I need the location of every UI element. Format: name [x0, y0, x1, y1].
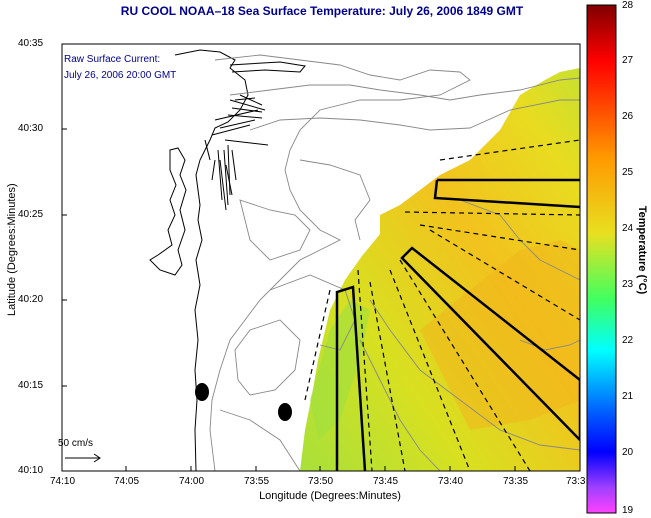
x-tick-label: 73:35	[503, 476, 529, 487]
colorbar-tick-label: 23	[622, 279, 634, 290]
y-tick-label: 40:30	[18, 123, 44, 134]
y-axis-label: Latitude (Degrees:Minutes)	[6, 183, 18, 316]
x-tick-label: 73:40	[438, 476, 464, 487]
x-tick-label: 73:3	[566, 476, 586, 487]
x-tick-label: 73:55	[244, 476, 270, 487]
x-tick-label: 74:00	[179, 476, 205, 487]
axis-ticks	[61, 43, 581, 472]
coastline-inner	[149, 147, 187, 276]
x-tick-label: 73:45	[373, 476, 399, 487]
station-marker	[278, 403, 292, 421]
colorbar-tick-label: 26	[622, 111, 634, 122]
colorbar-tick-label: 20	[622, 447, 634, 458]
sandy-hook	[229, 61, 306, 73]
y-tick-label: 40:10	[18, 465, 44, 476]
colorbar-tick-label: 25	[622, 167, 634, 178]
colorbar-tick-label: 19	[622, 505, 634, 516]
sst-warm-patch	[420, 240, 580, 430]
current-vectors	[204, 94, 269, 211]
map-title: RU COOL NOAA–18 Sea Surface Temperature:…	[120, 4, 524, 18]
transect-boxes	[335, 178, 580, 471]
y-tick-label: 40:35	[18, 38, 44, 49]
colorbar-tick-label: 27	[622, 55, 634, 66]
x-axis-label: Longitude (Degrees:Minutes)	[259, 490, 401, 502]
station-marker	[195, 383, 209, 401]
scale-label: 50 cm/s	[58, 438, 94, 449]
x-tick-label: 74:05	[114, 476, 140, 487]
plot-frame	[61, 43, 581, 472]
colorbar	[586, 4, 617, 514]
colorbar-label: Temperature (°C)	[636, 205, 648, 295]
current-annotation-line2: July 26, 2006 20:00 GMT	[64, 70, 177, 81]
coastline	[174, 49, 249, 471]
y-tick-label: 40:15	[18, 380, 44, 391]
hf-radar-beams	[304, 139, 580, 471]
colorbar-tick-label: 28	[622, 0, 634, 11]
x-tick-label: 74:10	[50, 476, 76, 487]
y-tick-label: 40:25	[18, 209, 44, 220]
colorbar-tick-label: 21	[622, 391, 634, 402]
colorbar-tick-label: 22	[622, 335, 634, 346]
y-tick-label: 40:20	[18, 294, 44, 305]
x-tick-label: 73:50	[308, 476, 334, 487]
scale-arrow	[65, 453, 101, 463]
bathymetry-contours	[209, 54, 580, 471]
colorbar-tick-label: 24	[622, 223, 634, 234]
current-annotation-line1: Raw Surface Current:	[64, 54, 161, 65]
